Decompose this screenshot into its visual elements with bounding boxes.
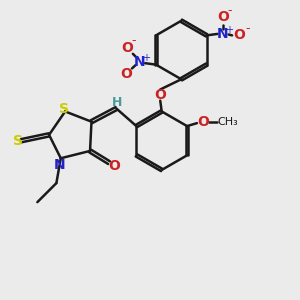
- Text: H: H: [112, 96, 123, 109]
- Text: O: O: [122, 41, 134, 55]
- Text: O: O: [120, 67, 132, 81]
- Text: O: O: [154, 88, 166, 102]
- Text: O: O: [197, 115, 209, 129]
- Text: +: +: [225, 26, 233, 35]
- Text: S: S: [13, 134, 23, 148]
- Text: CH₃: CH₃: [218, 117, 239, 127]
- Text: S: S: [59, 102, 69, 116]
- Text: N: N: [53, 158, 65, 172]
- Text: +: +: [142, 53, 150, 63]
- Text: N: N: [134, 55, 146, 69]
- Text: -: -: [245, 22, 250, 35]
- Text: -: -: [132, 34, 136, 47]
- Text: -: -: [227, 4, 232, 17]
- Text: O: O: [218, 10, 229, 24]
- Text: N: N: [217, 27, 229, 41]
- Text: O: O: [233, 28, 245, 42]
- Text: O: O: [108, 159, 120, 172]
